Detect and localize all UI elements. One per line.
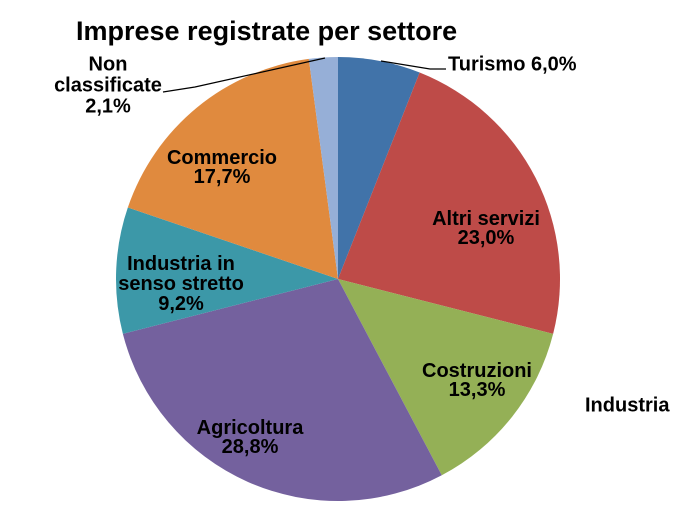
label-industria-senso-stretto-pct: 9,2%	[158, 293, 204, 315]
label-costruzioni: Costruzioni 13,3%	[422, 360, 532, 401]
label-altri-servizi: Altri servizi 23,0%	[432, 208, 540, 249]
leader-line-turismo	[380, 60, 446, 70]
label-altri-servizi-pct: 23,0%	[457, 227, 515, 249]
pie-slice-commercio	[127, 58, 338, 280]
pie-slice-non-classificate	[308, 57, 338, 279]
chart-title: Imprese registrate per settore	[76, 16, 458, 46]
label-agricoltura-name: Agricoltura	[196, 417, 304, 439]
pie-slice-altri-servizi	[338, 72, 561, 334]
pie-slice-turismo	[338, 56, 420, 279]
leader-line-non-classificate	[162, 57, 326, 93]
annotation-industria: Industria	[585, 394, 670, 417]
label-costruzioni-pct: 13,3%	[448, 379, 506, 401]
label-commercio-pct: 17,7%	[193, 166, 251, 188]
label-industria-senso-stretto-name: Industria in senso stretto	[118, 253, 244, 295]
pie-slices	[115, 56, 561, 502]
label-turismo-name: Turismo	[448, 53, 526, 76]
label-non-classificate-name: Non classificate	[54, 53, 162, 97]
label-agricoltura-pct: 28,8%	[221, 436, 279, 458]
label-non-classificate: Non classificate 2,1%	[47, 53, 169, 118]
label-altri-servizi-name: Altri servizi	[432, 208, 540, 230]
pie-slice-agricoltura	[122, 279, 442, 502]
label-agricoltura: Agricoltura 28,8%	[196, 417, 304, 458]
pie-slice-costruzioni	[338, 279, 554, 476]
label-turismo: Turismo 6,0%	[448, 54, 577, 77]
label-commercio-name: Commercio	[166, 147, 278, 169]
label-commercio: Commercio 17,7%	[166, 147, 278, 188]
label-industria-senso-stretto: Industria in senso stretto 9,2%	[114, 254, 248, 314]
pie-slice-industria-in-senso-stretto	[115, 207, 339, 334]
label-costruzioni-name: Costruzioni	[422, 360, 532, 382]
label-turismo-pct: 6,0%	[530, 53, 577, 76]
label-non-classificate-pct: 2,1%	[85, 95, 131, 118]
